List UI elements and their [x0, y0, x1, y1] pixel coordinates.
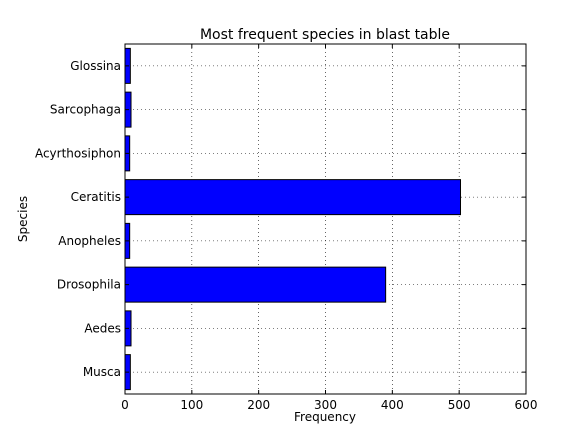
x-tick-label: 500	[448, 398, 471, 412]
x-tick-label: 300	[314, 398, 337, 412]
y-tick-label: Ceratitis	[71, 190, 121, 204]
bar-ceratitis	[124, 179, 462, 216]
y-tick-label: Glossina	[70, 59, 121, 73]
x-tick-label: 0	[121, 398, 129, 412]
bar-drosophila	[124, 266, 387, 303]
x-tick-label: 100	[180, 398, 203, 412]
y-tick-label: Musca	[83, 365, 121, 379]
y-tick-label: Anopheles	[58, 234, 121, 248]
x-tick-label: 200	[247, 398, 270, 412]
y-tick-label: Drosophila	[57, 278, 121, 292]
y-tick-label: Acyrthosiphon	[35, 146, 121, 160]
chart-title: Most frequent species in blast table	[200, 27, 450, 43]
x-tick-label: 400	[381, 398, 404, 412]
plot-frame	[124, 43, 527, 395]
x-tick-label: 600	[515, 398, 538, 412]
ticks: 0 100 200 300 400 500 600 Musca Aedes Drosophila A…	[35, 44, 538, 412]
y-tick-label: Aedes	[84, 321, 121, 335]
y-tick-label: Sarcophaga	[50, 103, 121, 117]
y-axis-label: Species	[16, 196, 30, 242]
x-axis-label: Frequency	[294, 410, 356, 424]
